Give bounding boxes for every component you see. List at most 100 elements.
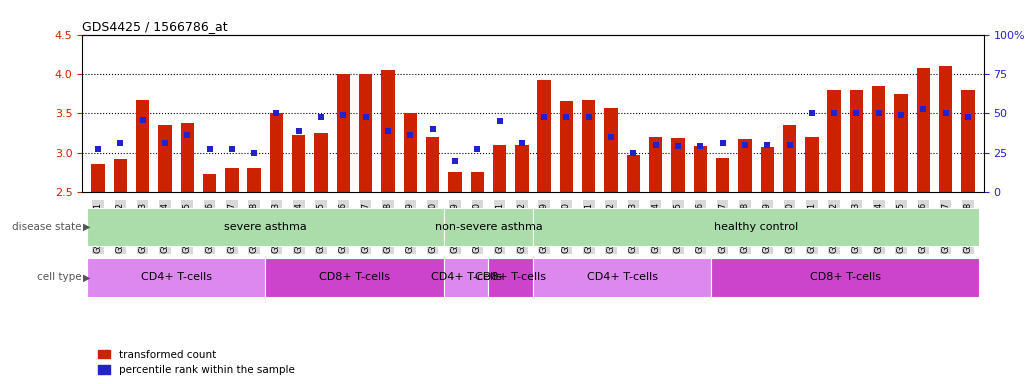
Bar bbox=[87, 207, 444, 246]
Point bbox=[134, 116, 150, 122]
Text: severe asthma: severe asthma bbox=[224, 222, 307, 232]
Bar bbox=[87, 258, 266, 297]
Bar bbox=[381, 70, 394, 192]
Bar bbox=[716, 158, 729, 192]
Point bbox=[313, 114, 330, 120]
Point bbox=[893, 112, 909, 118]
Bar bbox=[247, 169, 261, 192]
Point bbox=[469, 146, 485, 152]
Text: CD4+ T-cells: CD4+ T-cells bbox=[587, 272, 658, 283]
Point bbox=[558, 114, 575, 120]
Bar bbox=[649, 137, 662, 192]
Bar bbox=[270, 113, 283, 192]
Bar bbox=[626, 155, 640, 192]
Bar bbox=[894, 94, 907, 192]
Point bbox=[224, 146, 240, 152]
Point bbox=[290, 127, 307, 134]
Bar bbox=[850, 90, 863, 192]
Point bbox=[648, 142, 664, 148]
Text: non-severe asthma: non-severe asthma bbox=[435, 222, 542, 232]
Bar bbox=[488, 258, 533, 297]
Bar bbox=[712, 258, 980, 297]
Bar bbox=[359, 74, 373, 192]
Point bbox=[112, 140, 129, 146]
Point bbox=[157, 140, 173, 146]
Point bbox=[803, 110, 820, 116]
Bar bbox=[872, 86, 886, 192]
Text: CD8+ T-cells: CD8+ T-cells bbox=[319, 272, 390, 283]
Text: CD8+ T-cells: CD8+ T-cells bbox=[475, 272, 546, 283]
Bar bbox=[404, 113, 417, 192]
Point bbox=[960, 114, 976, 120]
Point bbox=[670, 143, 686, 149]
Bar bbox=[515, 145, 528, 192]
Point bbox=[536, 114, 552, 120]
Point bbox=[916, 106, 932, 113]
Point bbox=[826, 110, 843, 116]
Bar bbox=[113, 159, 127, 192]
Bar bbox=[582, 100, 595, 192]
Bar bbox=[605, 108, 618, 192]
Point bbox=[201, 146, 217, 152]
Point bbox=[357, 114, 374, 120]
Bar bbox=[159, 125, 172, 192]
Point bbox=[736, 142, 753, 148]
Point bbox=[402, 132, 418, 138]
Text: healthy control: healthy control bbox=[714, 222, 798, 232]
Text: CD8+ T-cells: CD8+ T-cells bbox=[810, 272, 881, 283]
Bar bbox=[739, 139, 752, 192]
Text: cell type: cell type bbox=[37, 272, 81, 283]
Bar bbox=[448, 172, 461, 192]
Bar bbox=[939, 66, 953, 192]
Bar bbox=[426, 137, 440, 192]
Bar bbox=[337, 74, 350, 192]
Bar bbox=[444, 258, 488, 297]
Text: GDS4425 / 1566786_at: GDS4425 / 1566786_at bbox=[82, 20, 228, 33]
Bar bbox=[226, 169, 239, 192]
Bar bbox=[203, 174, 216, 192]
Point bbox=[625, 150, 642, 156]
Legend: transformed count, percentile rank within the sample: transformed count, percentile rank withi… bbox=[98, 350, 295, 375]
Bar bbox=[533, 258, 712, 297]
Point bbox=[870, 110, 887, 116]
Bar bbox=[293, 135, 306, 192]
Bar bbox=[493, 145, 507, 192]
Point bbox=[90, 146, 106, 152]
Bar bbox=[180, 123, 194, 192]
Point bbox=[514, 140, 530, 146]
Bar bbox=[917, 68, 930, 192]
Point bbox=[782, 142, 798, 148]
Text: disease state: disease state bbox=[12, 222, 81, 232]
Bar bbox=[693, 146, 707, 192]
Point bbox=[179, 132, 196, 138]
Bar bbox=[533, 207, 980, 246]
Text: CD4+ T-cells: CD4+ T-cells bbox=[431, 272, 502, 283]
Point bbox=[759, 142, 776, 148]
Point bbox=[581, 114, 597, 120]
Point bbox=[447, 157, 464, 164]
Text: ▶: ▶ bbox=[83, 272, 91, 283]
Bar bbox=[559, 101, 573, 192]
Point bbox=[849, 110, 865, 116]
Bar bbox=[672, 139, 685, 192]
Bar bbox=[266, 258, 444, 297]
Text: CD4+ T-cells: CD4+ T-cells bbox=[140, 272, 211, 283]
Point bbox=[246, 150, 263, 156]
Point bbox=[937, 110, 954, 116]
Bar bbox=[760, 147, 774, 192]
Point bbox=[603, 134, 619, 140]
Bar bbox=[92, 164, 105, 192]
Point bbox=[335, 112, 351, 118]
Point bbox=[692, 143, 709, 149]
Bar bbox=[827, 90, 840, 192]
Point bbox=[715, 140, 731, 146]
Point bbox=[380, 127, 397, 134]
Bar bbox=[538, 80, 551, 192]
Bar bbox=[783, 125, 796, 192]
Point bbox=[268, 110, 284, 116]
Bar bbox=[961, 90, 974, 192]
Bar bbox=[471, 172, 484, 192]
Bar bbox=[444, 207, 533, 246]
Bar bbox=[314, 133, 328, 192]
Text: ▶: ▶ bbox=[83, 222, 91, 232]
